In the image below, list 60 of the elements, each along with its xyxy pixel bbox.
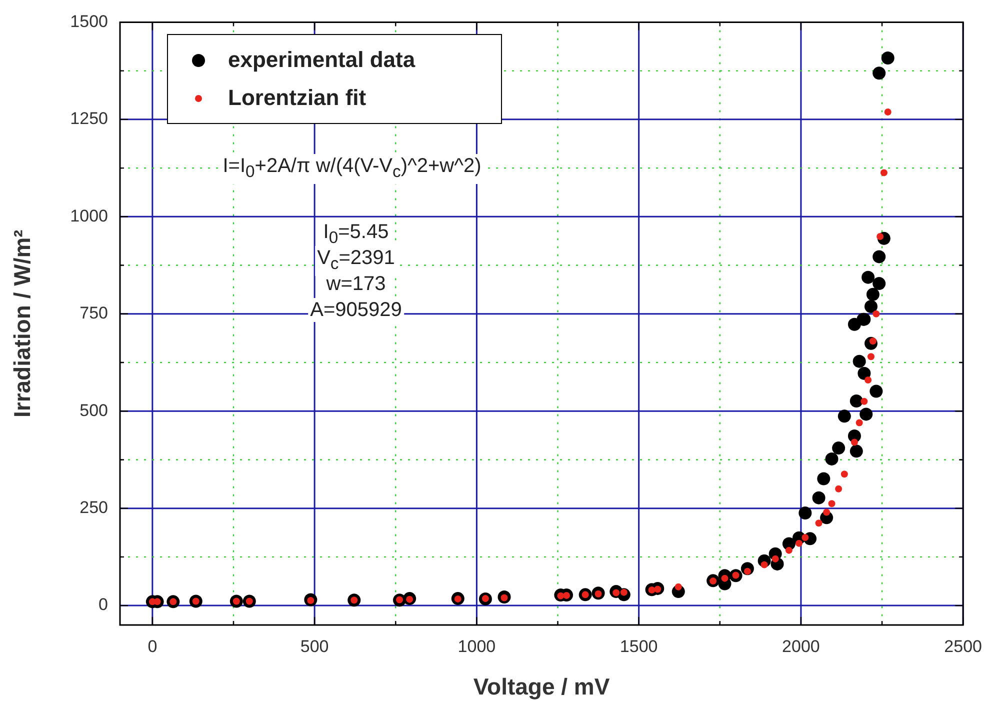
point bbox=[825, 452, 838, 466]
x-tick-label: 1000 bbox=[458, 636, 496, 656]
y-tick-label: 250 bbox=[80, 498, 108, 518]
x-tick-label: 1500 bbox=[620, 636, 658, 656]
point bbox=[838, 410, 851, 423]
point bbox=[872, 277, 886, 290]
y-axis-title: Irradiation / W/m² bbox=[9, 229, 36, 418]
point bbox=[852, 354, 866, 368]
point bbox=[850, 394, 863, 408]
x-tick-label: 2500 bbox=[944, 636, 982, 656]
point bbox=[832, 442, 846, 455]
y-tick-label: 750 bbox=[80, 304, 108, 323]
y-tick-label: 0 bbox=[98, 595, 108, 614]
annotation: A=905929 bbox=[308, 298, 404, 322]
point bbox=[798, 506, 812, 520]
point bbox=[812, 491, 826, 504]
point bbox=[828, 500, 836, 508]
y-tick-label: 1000 bbox=[70, 206, 108, 226]
legend-label: Lorentzian fit bbox=[228, 85, 366, 111]
point bbox=[850, 438, 858, 446]
point bbox=[880, 169, 888, 176]
point bbox=[772, 555, 779, 562]
point bbox=[872, 250, 886, 264]
x-tick-label: 2000 bbox=[782, 636, 820, 656]
point bbox=[860, 398, 868, 405]
x-tick-label: 500 bbox=[300, 636, 329, 656]
annotation: I$_{0}$=5.45 bbox=[323, 221, 389, 247]
point bbox=[864, 376, 872, 384]
x-tick-label: 0 bbox=[148, 636, 158, 656]
annotation: V$_{c}$=2391 bbox=[317, 247, 395, 273]
y-tick-label: 500 bbox=[80, 400, 108, 420]
point bbox=[866, 288, 880, 301]
y-tick-label: 1250 bbox=[70, 109, 108, 128]
point bbox=[815, 520, 822, 527]
x-axis-title: Voltage / mV bbox=[473, 674, 610, 700]
point bbox=[872, 66, 886, 80]
point bbox=[881, 51, 894, 64]
point bbox=[850, 444, 863, 458]
point bbox=[785, 546, 792, 554]
annotation: w=173 bbox=[324, 272, 388, 296]
point bbox=[835, 485, 842, 492]
point bbox=[862, 270, 875, 284]
point bbox=[858, 366, 871, 380]
point bbox=[864, 300, 878, 313]
point bbox=[674, 583, 682, 590]
point bbox=[870, 384, 883, 398]
legend-label: experimental data bbox=[228, 47, 416, 73]
point bbox=[823, 508, 830, 516]
point bbox=[796, 540, 803, 547]
point bbox=[840, 470, 848, 478]
point bbox=[760, 561, 768, 568]
point bbox=[856, 419, 863, 426]
point bbox=[872, 310, 880, 318]
point bbox=[860, 408, 873, 421]
point bbox=[868, 353, 874, 360]
point bbox=[802, 534, 809, 541]
point bbox=[884, 108, 892, 116]
y-tick-label: 1500 bbox=[70, 12, 108, 31]
point bbox=[817, 472, 830, 486]
annotation: I=I$_{0}$+2A/π w/(4(V-V$_{c}$)^2+w^2) bbox=[220, 154, 484, 184]
